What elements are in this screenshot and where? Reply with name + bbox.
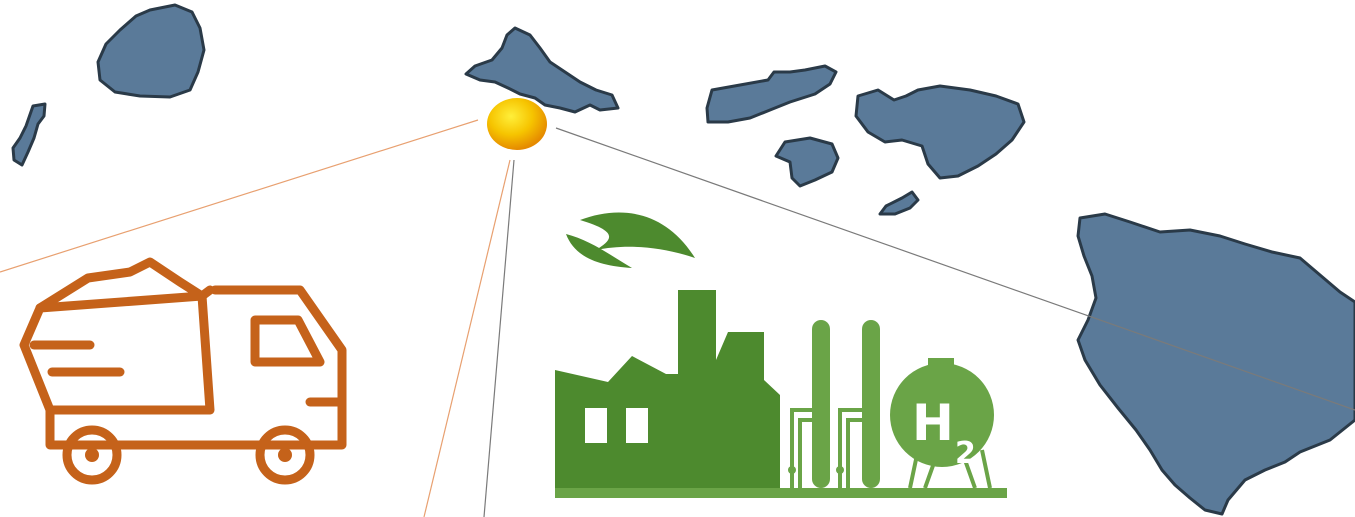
island-molokai <box>705 64 838 124</box>
plant-valve <box>836 466 844 474</box>
plant-pipe <box>798 418 812 488</box>
plant-pipe <box>838 408 862 488</box>
hydrogen-plant-icon: H 2 <box>788 320 994 489</box>
truck-wheel-hub <box>278 448 292 462</box>
factory-window <box>626 408 648 443</box>
island-hawaii <box>1076 212 1355 516</box>
truck-chassis <box>45 405 220 450</box>
dump-truck-icon <box>19 257 347 485</box>
truck-bed <box>19 291 215 415</box>
connector-lines <box>0 119 1355 517</box>
plant-column <box>862 320 880 488</box>
plant-valve <box>788 466 796 474</box>
green-factory-icon <box>555 212 780 495</box>
truck-window <box>250 315 325 367</box>
hydrogen-subscript: 2 <box>955 436 976 471</box>
hydrogen-tank <box>890 363 994 467</box>
truck-wheel-hub <box>85 448 99 462</box>
connector-down-orange <box>423 159 511 517</box>
island-kahoolawe <box>878 190 920 216</box>
island-kauai <box>96 3 206 99</box>
plant-column <box>812 320 830 488</box>
factory-window <box>585 408 607 443</box>
factory-building <box>555 290 780 495</box>
ground-line <box>555 488 1007 498</box>
plant-pipe <box>790 408 812 488</box>
island-oahu <box>464 26 620 114</box>
truck-wheel-front <box>62 425 122 485</box>
connector-to-big-island <box>555 127 1355 411</box>
island-maui <box>854 84 1026 180</box>
location-marker-icon <box>487 98 547 150</box>
island-niihau <box>11 102 47 167</box>
hydrogen-symbol: H <box>912 394 954 452</box>
leaf-icon <box>566 212 695 268</box>
tank-legs <box>908 449 992 489</box>
plant-pipe <box>846 418 862 488</box>
truck-cab <box>210 285 347 450</box>
connector-down-gray <box>483 159 515 517</box>
island-lanai <box>774 136 840 188</box>
island-map <box>11 3 1355 516</box>
truck-wheel-rear <box>255 425 315 485</box>
connector-to-left <box>0 119 479 273</box>
